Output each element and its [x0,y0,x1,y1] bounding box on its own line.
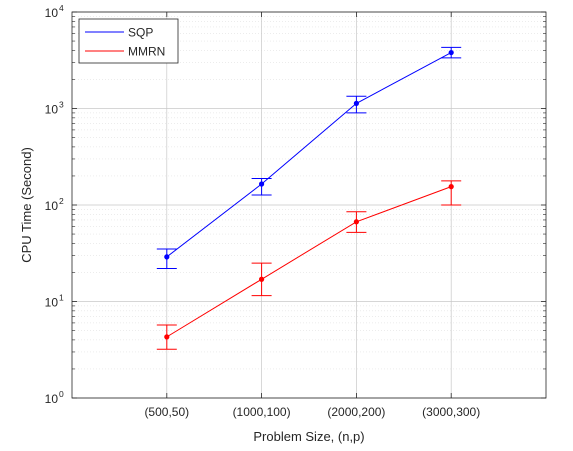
x-tick-label: (1000,100) [233,405,291,419]
data-point-sqp [353,100,359,106]
y-tick-label: 10 [45,296,59,310]
y-tick-exponent: 0 [59,389,64,399]
y-tick-label: 10 [45,6,59,20]
y-axis-label: CPU Time (Second) [19,147,34,263]
legend-label-sqp: SQP [128,26,153,40]
data-point-sqp [164,254,170,260]
legend: SQP MMRN [78,18,179,64]
data-point-mmrn [448,184,454,190]
data-point-mmrn [259,276,265,282]
data-point-sqp [259,181,265,187]
x-axis-label: Problem Size, (n,p) [253,429,364,444]
data-point-mmrn [353,219,359,225]
series-layer [156,46,462,350]
x-tick-label: (500,50) [144,405,189,419]
x-axis-ticks: (500,50) (1000,100) (2000,200) (3000,300) [144,12,480,419]
data-point-mmrn [164,334,170,340]
y-tick-exponent: 2 [59,196,64,206]
x-tick-label: (2000,200) [327,405,385,419]
y-tick-exponent: 1 [59,293,64,303]
legend-label-mmrn: MMRN [128,45,165,59]
y-tick-exponent: 4 [59,3,64,13]
data-point-sqp [448,49,454,56]
y-tick-label: 10 [45,392,59,406]
y-tick-label: 10 [45,103,59,117]
y-tick-exponent: 3 [59,100,64,110]
y-tick-label: 10 [45,199,59,213]
legend-box [78,18,179,64]
series-line-mmrn [166,186,452,338]
series-line-sqp [166,52,452,258]
x-tick-label: (3000,300) [422,405,480,419]
